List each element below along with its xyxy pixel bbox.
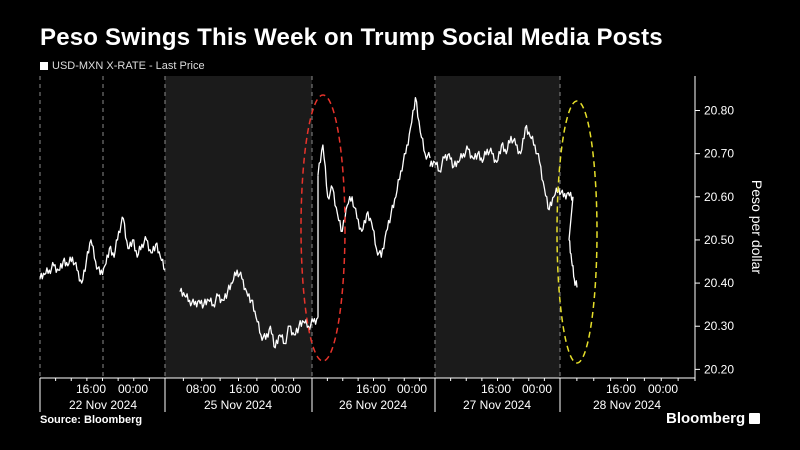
x-time-label-2: 08:00 <box>186 382 216 396</box>
chart-title: Peso Swings This Week on Trump Social Me… <box>40 24 663 51</box>
x-date-label-1: 25 Nov 2024 <box>204 398 272 412</box>
source-note: Source: Bloomberg <box>40 414 143 426</box>
x-time-label-8: 00:00 <box>522 382 552 396</box>
x-time-label-4: 00:00 <box>271 382 301 396</box>
series-drop-connector <box>568 196 574 241</box>
series-segment-2 <box>317 96 431 258</box>
legend: USD-MXN X-RATE - Last Price <box>40 60 205 72</box>
y-tick-label-6: 20.80 <box>704 104 734 118</box>
annotation-ellipse-red <box>300 94 346 362</box>
y-tick-label-3: 20.50 <box>704 233 734 247</box>
y-axis-title: Peso per dollar <box>749 180 765 275</box>
y-tick-label-4: 20.60 <box>704 190 734 204</box>
day-shade-3 <box>435 76 560 378</box>
series-segment-4 <box>568 239 578 288</box>
legend-label: USD-MXN X-RATE - Last Price <box>52 60 205 72</box>
series-segment-1 <box>179 269 319 349</box>
bloomberg-mark-icon <box>749 413 761 424</box>
x-date-label-2: 26 Nov 2024 <box>339 398 407 412</box>
y-tick-label-2: 20.40 <box>704 276 734 290</box>
x-time-label-1: 00:00 <box>118 382 148 396</box>
series-segment-3 <box>429 124 574 211</box>
day-shade-1 <box>165 76 312 378</box>
series-segment-0 <box>39 216 166 284</box>
x-time-label-3: 16:00 <box>229 382 259 396</box>
legend-swatch <box>40 62 48 70</box>
annotation-ellipse-yellow <box>556 100 598 364</box>
x-date-label-4: 28 Nov 2024 <box>593 398 661 412</box>
x-time-label-5: 16:00 <box>356 382 386 396</box>
brand-name: Bloomberg <box>666 410 746 427</box>
x-date-label-0: 22 Nov 2024 <box>69 398 137 412</box>
x-time-label-9: 16:00 <box>606 382 636 396</box>
x-time-label-0: 16:00 <box>76 382 106 396</box>
y-tick-label-5: 20.70 <box>704 147 734 161</box>
brand-logo: Bloomberg <box>666 410 761 427</box>
y-tick-label-1: 20.30 <box>704 319 734 333</box>
x-time-label-10: 00:00 <box>648 382 678 396</box>
x-time-label-6: 00:00 <box>397 382 427 396</box>
x-time-label-7: 16:00 <box>481 382 511 396</box>
y-tick-label-0: 20.20 <box>704 362 734 376</box>
x-date-label-3: 27 Nov 2024 <box>463 398 531 412</box>
